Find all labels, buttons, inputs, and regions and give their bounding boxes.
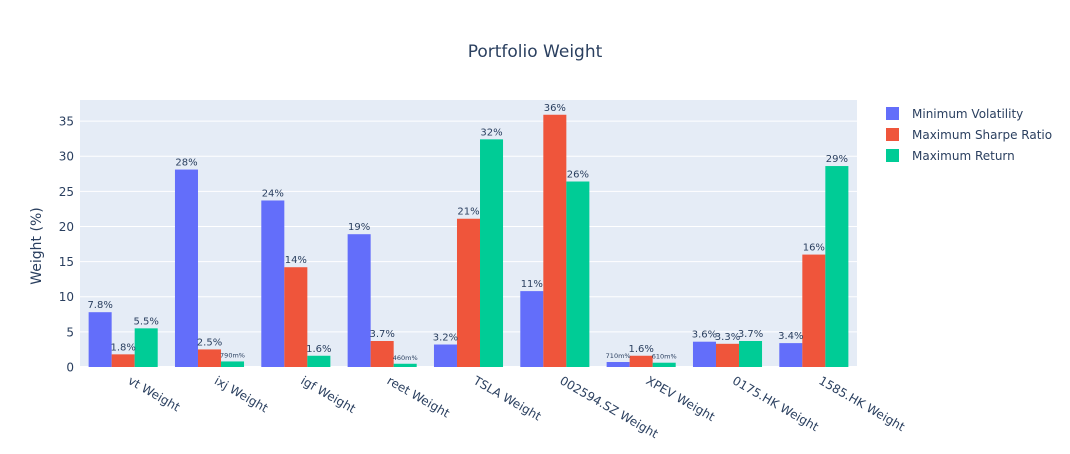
bar-value-label: 1.8% [110, 342, 135, 353]
bar-value-label: 3.4% [778, 331, 803, 342]
bar[interactable] [111, 354, 135, 367]
y-tick-label: 20 [59, 220, 74, 234]
bar-value-label: 24% [262, 188, 284, 199]
y-tick-label: 30 [59, 150, 74, 164]
bar-value-label: 3.3% [715, 332, 740, 343]
bar-value-label: 790m% [220, 351, 245, 359]
bars [88, 114, 849, 367]
bar-value-label: 7.8% [87, 300, 112, 311]
bar[interactable] [825, 166, 849, 367]
bar[interactable] [347, 234, 371, 367]
bar-value-label: 3.7% [738, 329, 763, 340]
bar[interactable] [480, 139, 504, 367]
bar-labels: 7.8% 1.8% 5.5% 28% 2.5% 790m% 24% 14% 1.6% 19% 3.7… [87, 103, 848, 362]
bar-value-label: 710m% [606, 352, 631, 360]
x-tick-label: igf Weight [298, 373, 358, 416]
y-axis-ticks: 0 5 10 15 20 25 30 35 [59, 115, 74, 375]
legend-label[interactable]: Maximum Sharpe Ratio [912, 128, 1052, 142]
x-tick-label: reet Weight [385, 373, 453, 420]
legend-label[interactable]: Maximum Return [912, 149, 1015, 163]
legend-swatch[interactable] [886, 107, 899, 120]
bar-value-label: 32% [480, 127, 502, 138]
bar[interactable] [261, 200, 285, 367]
x-tick-label: TSLA Weight [470, 373, 544, 424]
x-tick-label: 1585.HK Weight [816, 373, 907, 434]
y-tick-label: 10 [59, 290, 74, 304]
legend-swatch[interactable] [886, 128, 899, 141]
y-axis-title: Weight (%) [29, 207, 45, 284]
bar-value-label: 29% [826, 154, 848, 165]
y-tick-label: 15 [59, 255, 74, 269]
bar-value-label: 11% [521, 279, 543, 290]
bar-value-label: 5.5% [133, 316, 158, 327]
chart-title: Portfolio Weight [468, 42, 603, 62]
bar-value-label: 1.6% [306, 344, 331, 355]
bar[interactable] [433, 344, 457, 367]
bar[interactable] [802, 254, 826, 367]
y-tick-label: 25 [59, 185, 74, 199]
bar[interactable] [88, 312, 112, 367]
bar[interactable] [543, 114, 567, 367]
bar[interactable] [652, 362, 676, 367]
bar[interactable] [284, 267, 308, 367]
bar[interactable] [221, 361, 245, 367]
x-axis-ticks: vt Weight ixj Weight igf Weight reet Weight… [126, 373, 908, 441]
bar-value-label: 3.6% [692, 330, 717, 341]
y-tick-label: 35 [59, 115, 74, 129]
bar[interactable] [779, 343, 803, 367]
bar[interactable] [606, 362, 630, 367]
bar-value-label: 26% [567, 170, 589, 181]
bar[interactable] [197, 349, 222, 367]
bar[interactable] [370, 341, 394, 367]
bar[interactable] [456, 218, 481, 367]
bar[interactable] [307, 355, 331, 367]
bar[interactable] [715, 343, 740, 367]
bar[interactable] [393, 363, 417, 367]
x-tick-label: XPEV Weight [644, 373, 718, 424]
y-tick-label: 0 [66, 361, 74, 375]
x-tick-label: ixj Weight [212, 373, 271, 415]
bar-value-label: 36% [544, 103, 566, 114]
bar[interactable] [566, 181, 590, 367]
bar-value-label: 1.6% [628, 344, 653, 355]
bar-value-label: 16% [803, 243, 825, 254]
x-tick-label: vt Weight [126, 373, 183, 414]
y-tick-label: 5 [66, 325, 74, 339]
bar-value-label: 610m% [652, 353, 677, 361]
bar[interactable] [629, 355, 653, 367]
x-tick-label: 0175.HK Weight [730, 373, 821, 434]
legend-label[interactable]: Minimum Volatility [912, 107, 1023, 121]
bar[interactable] [174, 169, 198, 367]
legend[interactable]: Minimum Volatility Maximum Sharpe Ratio Ma… [886, 107, 1052, 163]
bar[interactable] [692, 341, 716, 367]
bar[interactable] [134, 328, 158, 367]
bar-value-label: 2.5% [197, 337, 222, 348]
bar[interactable] [739, 341, 763, 367]
bar[interactable] [520, 291, 544, 367]
bar-value-label: 19% [348, 222, 370, 233]
bar-value-label: 28% [175, 158, 197, 169]
bar-value-label: 14% [285, 255, 307, 266]
bar-value-label: 3.2% [433, 333, 458, 344]
legend-swatch[interactable] [886, 149, 899, 162]
bar-value-label: 21% [457, 207, 479, 218]
bar-value-label: 460m% [393, 354, 418, 362]
bar-value-label: 3.7% [369, 329, 394, 340]
